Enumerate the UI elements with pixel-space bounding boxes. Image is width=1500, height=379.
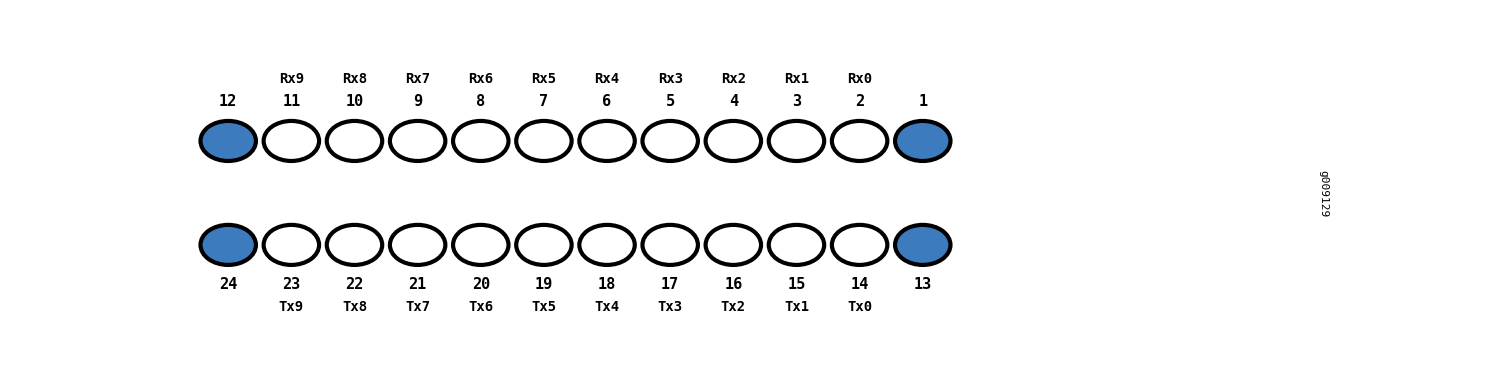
Ellipse shape [390, 121, 445, 161]
Text: 13: 13 [914, 277, 932, 292]
Text: Rx6: Rx6 [468, 72, 494, 86]
Text: 23: 23 [282, 277, 300, 292]
Text: Tx5: Tx5 [531, 300, 556, 314]
Ellipse shape [264, 121, 320, 161]
Text: Tx4: Tx4 [594, 300, 619, 314]
Text: 8: 8 [476, 94, 486, 109]
Text: Rx9: Rx9 [279, 72, 304, 86]
Text: 9: 9 [413, 94, 422, 109]
Text: 2: 2 [855, 94, 864, 109]
Ellipse shape [768, 121, 824, 161]
Text: 11: 11 [282, 94, 300, 109]
Text: Rx4: Rx4 [594, 72, 619, 86]
Text: 6: 6 [603, 94, 612, 109]
Text: g009129: g009129 [1318, 170, 1328, 217]
Text: Rx0: Rx0 [847, 72, 871, 86]
Text: 7: 7 [540, 94, 549, 109]
Text: Tx9: Tx9 [279, 300, 304, 314]
Ellipse shape [833, 225, 888, 265]
Text: Rx7: Rx7 [405, 72, 430, 86]
Text: 17: 17 [662, 277, 680, 292]
Text: Rx3: Rx3 [657, 72, 682, 86]
Ellipse shape [896, 121, 951, 161]
Ellipse shape [579, 225, 634, 265]
Text: Tx8: Tx8 [342, 300, 368, 314]
Ellipse shape [705, 225, 760, 265]
Ellipse shape [516, 225, 572, 265]
Text: 21: 21 [408, 277, 428, 292]
Ellipse shape [201, 121, 256, 161]
Text: 24: 24 [219, 277, 237, 292]
Text: Tx2: Tx2 [722, 300, 746, 314]
Text: Rx1: Rx1 [784, 72, 808, 86]
Text: 15: 15 [788, 277, 806, 292]
Text: Tx7: Tx7 [405, 300, 430, 314]
Text: 10: 10 [345, 94, 363, 109]
Ellipse shape [642, 121, 698, 161]
Ellipse shape [327, 225, 382, 265]
Text: Tx3: Tx3 [657, 300, 682, 314]
Text: 4: 4 [729, 94, 738, 109]
Text: Rx2: Rx2 [722, 72, 746, 86]
Ellipse shape [327, 121, 382, 161]
Text: 14: 14 [850, 277, 868, 292]
Text: Tx0: Tx0 [847, 300, 871, 314]
Ellipse shape [896, 225, 951, 265]
Text: 1: 1 [918, 94, 927, 109]
Ellipse shape [453, 225, 509, 265]
Ellipse shape [833, 121, 888, 161]
Text: Tx1: Tx1 [784, 300, 808, 314]
Ellipse shape [579, 121, 634, 161]
Text: 3: 3 [792, 94, 801, 109]
Text: 16: 16 [724, 277, 742, 292]
Text: 12: 12 [219, 94, 237, 109]
Ellipse shape [705, 121, 760, 161]
Ellipse shape [642, 225, 698, 265]
Text: 5: 5 [666, 94, 675, 109]
Ellipse shape [453, 121, 509, 161]
Ellipse shape [516, 121, 572, 161]
Text: Rx8: Rx8 [342, 72, 368, 86]
Text: 20: 20 [471, 277, 490, 292]
Ellipse shape [201, 225, 256, 265]
Text: 18: 18 [598, 277, 616, 292]
Ellipse shape [264, 225, 320, 265]
Text: 19: 19 [536, 277, 554, 292]
Text: Rx5: Rx5 [531, 72, 556, 86]
Ellipse shape [390, 225, 445, 265]
Text: 22: 22 [345, 277, 363, 292]
Text: Tx6: Tx6 [468, 300, 494, 314]
Ellipse shape [768, 225, 824, 265]
